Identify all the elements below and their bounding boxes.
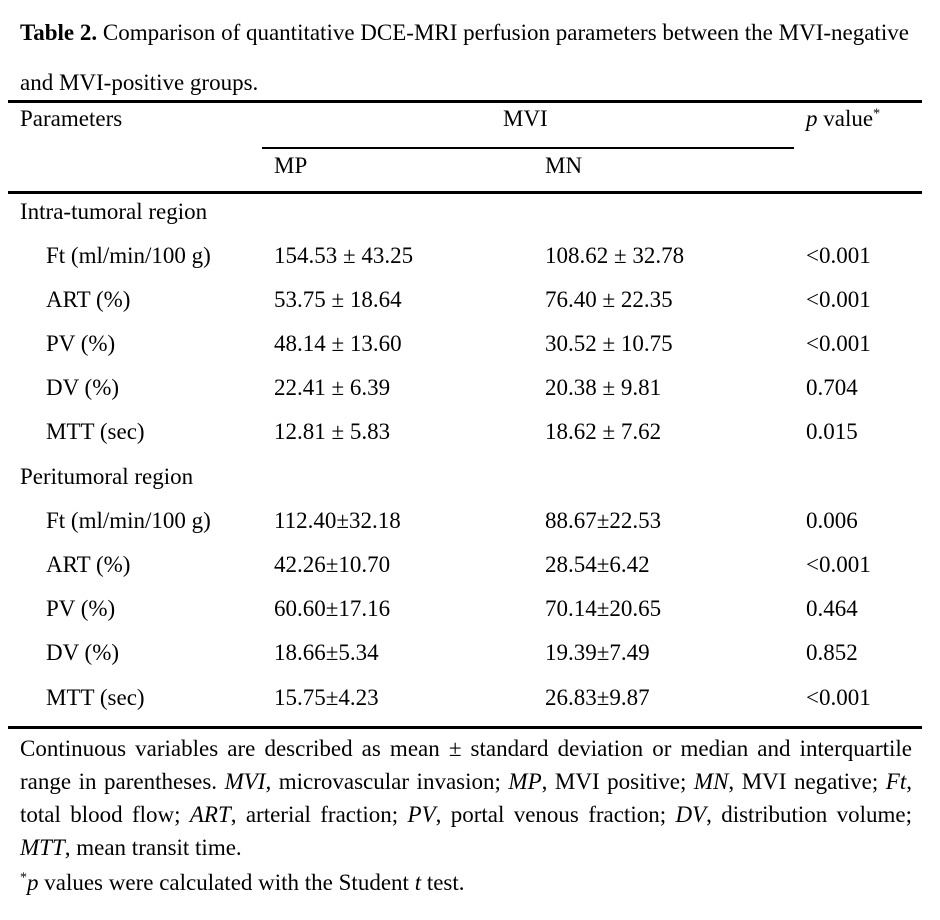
mn-cell: 76.40 ± 22.35 [545, 287, 673, 312]
param-cell: Ft (ml/min/100 g) [46, 243, 211, 268]
table-caption: Table 2. Comparison of quantitative DCE-… [20, 8, 920, 108]
p-cell: 0.852 [806, 640, 858, 665]
def-term: PV [407, 802, 436, 827]
header-p-italic: p [806, 106, 818, 131]
param-cell: MTT (sec) [46, 685, 145, 710]
param-cell: DV (%) [46, 375, 120, 400]
p-cell: <0.001 [806, 685, 871, 710]
top-rule [8, 100, 922, 103]
p-cell: <0.001 [806, 331, 871, 356]
def-term: MTT [20, 835, 65, 860]
p-cell: <0.001 [806, 287, 871, 312]
mp-cell: 154.53 ± 43.25 [274, 243, 414, 268]
mn-cell: 20.38 ± 9.81 [545, 375, 662, 400]
bottom-rule [8, 726, 922, 729]
def-desc: , total blood flow; [20, 769, 912, 827]
mn-cell: 26.83±9.87 [545, 685, 650, 710]
param-cell: PV (%) [46, 331, 116, 356]
mp-cell: 53.75 ± 18.64 [274, 287, 402, 312]
header-parameters: Parameters [20, 106, 123, 131]
mn-cell: 88.67±22.53 [545, 508, 662, 533]
mp-cell: 60.60±17.16 [274, 596, 391, 621]
header-mn: MN [545, 153, 583, 178]
param-cell: MTT (sec) [46, 419, 145, 444]
section-title: Peritumoral region [20, 464, 194, 489]
mn-cell: 18.62 ± 7.62 [545, 419, 662, 444]
param-cell: PV (%) [46, 596, 116, 621]
def-term: MP [508, 769, 542, 794]
def-desc: , portal venous fraction; [435, 802, 676, 827]
caption-text: Comparison of quantitative DCE-MRI perfu… [20, 20, 909, 95]
def-desc: , MVI negative; [728, 769, 886, 794]
mn-cell: 30.52 ± 10.75 [545, 331, 673, 356]
def-desc: , mean transit time. [64, 835, 242, 860]
def-desc: , MVI positive; [541, 769, 694, 794]
header-mp: MP [274, 153, 308, 178]
section-title: Intra-tumoral region [20, 199, 208, 224]
stat-text1: values were calculated with the Student [38, 870, 415, 895]
mvi-subrule [262, 147, 794, 149]
stat-p: p [27, 870, 39, 895]
def-desc: , arterial fraction; [230, 802, 408, 827]
def-desc: , distribution volume; [706, 802, 912, 827]
caption-label: Table 2. [20, 20, 98, 45]
mn-cell: 70.14±20.65 [545, 596, 662, 621]
mp-cell: 18.66±5.34 [274, 640, 379, 665]
mp-cell: 48.14 ± 13.60 [274, 331, 402, 356]
param-cell: DV (%) [46, 640, 120, 665]
stat-sup: * [20, 870, 27, 886]
def-term: DV [675, 802, 707, 827]
def-term: MN [693, 769, 729, 794]
p-cell: 0.015 [806, 419, 858, 444]
p-cell: <0.001 [806, 552, 871, 577]
p-cell: 0.006 [806, 508, 858, 533]
p-cell: 0.704 [806, 375, 858, 400]
header-rule [8, 191, 922, 194]
def-term: Ft [885, 769, 907, 794]
def-term: MVI, [224, 769, 272, 794]
header-p-sup: * [873, 106, 881, 122]
stat-text2: test. [421, 870, 465, 895]
footnote-intro: Continuous variables are described as me… [20, 736, 912, 794]
header-mvi: MVI [503, 106, 548, 131]
mp-cell: 12.81 ± 5.83 [274, 419, 391, 444]
stat-t: t [414, 870, 422, 895]
mn-cell: 108.62 ± 32.78 [545, 243, 685, 268]
table-footnote: Continuous variables are described as me… [20, 732, 912, 864]
def-term: ART [189, 802, 231, 827]
header-p-text: value [817, 106, 874, 131]
mp-cell: 42.26±10.70 [274, 552, 391, 577]
header-p-value: p value* [806, 104, 880, 134]
param-cell: Ft (ml/min/100 g) [46, 508, 211, 533]
mp-cell: 112.40±32.18 [274, 508, 401, 533]
p-cell: <0.001 [806, 243, 871, 268]
mp-cell: 15.75±4.23 [274, 685, 379, 710]
mn-cell: 19.39±7.49 [545, 640, 650, 665]
p-cell: 0.464 [806, 596, 858, 621]
param-cell: ART (%) [46, 552, 131, 577]
param-cell: ART (%) [46, 287, 131, 312]
def-desc: microvascular invasion; [271, 769, 509, 794]
mn-cell: 28.54±6.42 [545, 552, 650, 577]
stat-footnote: *p values were calculated with the Stude… [20, 866, 465, 899]
mp-cell: 22.41 ± 6.39 [274, 375, 391, 400]
